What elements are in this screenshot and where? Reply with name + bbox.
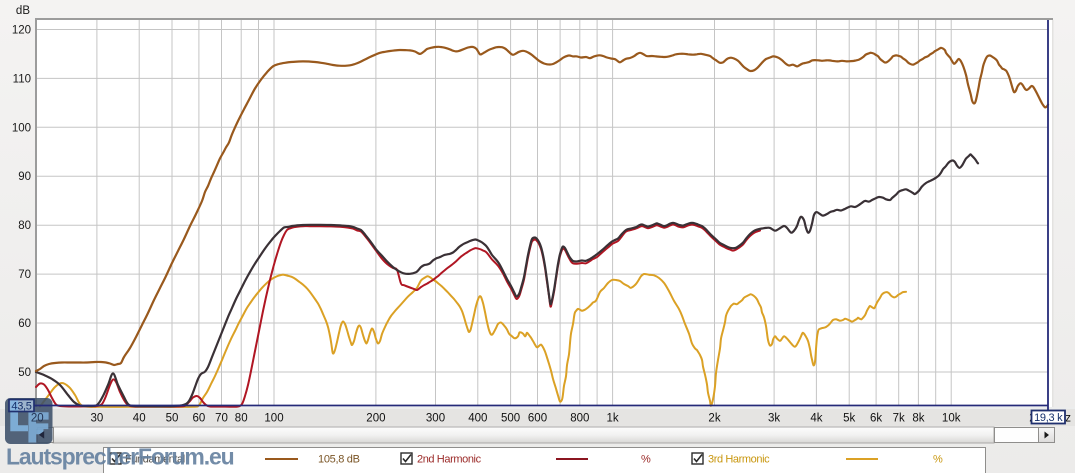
svg-text:LautsprecherForum.eu: LautsprecherForum.eu (6, 444, 234, 470)
svg-text:43,5: 43,5 (11, 400, 31, 412)
svg-text:50: 50 (18, 367, 31, 379)
svg-text:%: % (641, 454, 651, 466)
svg-text:7k: 7k (893, 413, 905, 425)
svg-text:100: 100 (12, 122, 31, 134)
svg-text:90: 90 (18, 171, 31, 183)
svg-text:60: 60 (18, 318, 31, 330)
svg-text:80: 80 (235, 413, 248, 425)
svg-text:2k: 2k (708, 413, 720, 425)
svg-text:dB: dB (16, 5, 30, 17)
svg-text:3rd Harmonic: 3rd Harmonic (708, 454, 770, 466)
svg-text:120: 120 (12, 25, 31, 37)
svg-text:70: 70 (215, 413, 228, 425)
svg-text:200: 200 (366, 413, 385, 425)
svg-text:6k: 6k (870, 413, 882, 425)
svg-text:400: 400 (468, 413, 487, 425)
svg-text:600: 600 (528, 413, 547, 425)
svg-text:19,3 k: 19,3 k (1034, 412, 1063, 424)
svg-text:40: 40 (133, 413, 146, 425)
svg-text:20: 20 (31, 413, 44, 425)
svg-text:30: 30 (91, 413, 104, 425)
svg-text:300: 300 (426, 413, 445, 425)
svg-text:Fundamental: Fundamental (125, 454, 185, 466)
svg-text:70: 70 (18, 269, 31, 281)
svg-text:1k: 1k (607, 413, 619, 425)
svg-text:5k: 5k (843, 413, 855, 425)
svg-text:10k: 10k (942, 413, 961, 425)
svg-text:105,8 dB: 105,8 dB (318, 454, 360, 466)
svg-text:100: 100 (264, 413, 283, 425)
svg-text:3k: 3k (768, 413, 780, 425)
svg-text:8k: 8k (912, 413, 924, 425)
svg-text:800: 800 (570, 413, 589, 425)
svg-text:110: 110 (13, 73, 31, 85)
svg-text:80: 80 (18, 220, 31, 232)
svg-text:2nd Harmonic: 2nd Harmonic (417, 454, 482, 466)
svg-text:500: 500 (501, 413, 520, 425)
svg-text:60: 60 (193, 413, 206, 425)
svg-text:50: 50 (166, 413, 179, 425)
svg-text:%: % (933, 454, 943, 466)
svg-text:4k: 4k (810, 413, 822, 425)
